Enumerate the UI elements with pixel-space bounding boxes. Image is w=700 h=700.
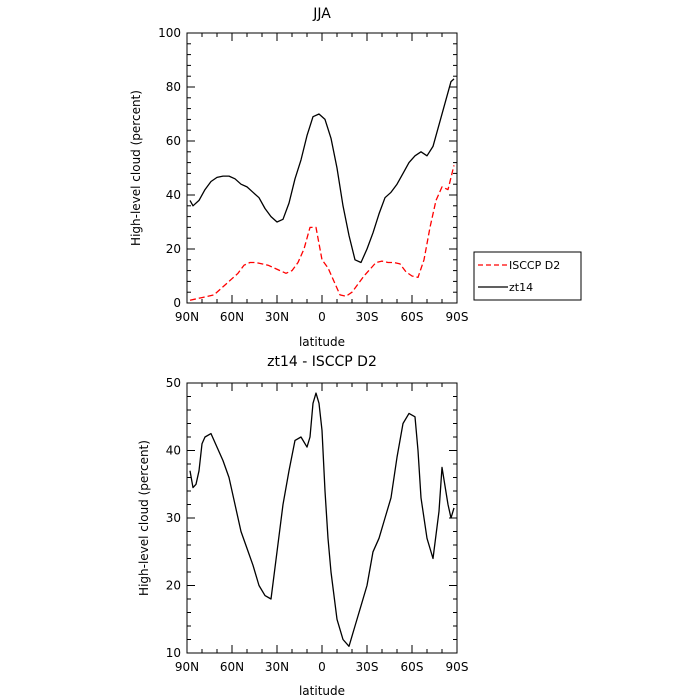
bottom-x-tick-label: 90N [175,660,199,674]
bottom-x-axis-label: latitude [299,684,345,698]
top-series-line-zt14 [189,78,455,264]
bottom-y-tick-label: 20 [166,579,181,593]
bottom-x-tick-label: 60N [220,660,244,674]
top-x-tick-label: 60S [401,310,424,324]
top-y-tick-label: 100 [158,26,181,40]
top-x-tick-label: 30S [356,310,379,324]
legend-box [473,251,582,301]
top-series-line-isccp-d2 [189,165,455,301]
legend-label-zt14: zt14 [509,281,533,294]
top-y-tick-label: 0 [173,296,181,310]
bottom-x-tick-label: 60S [401,660,424,674]
bottom-panel: zt14 - ISCCP D2 90N 60N 30N 0 30S 60S 90S 10 20 3… [137,354,468,698]
legend-label-isccp: ISCCP D2 [509,259,560,272]
bottom-chart-title: zt14 - ISCCP D2 [267,354,377,370]
top-plot-frame [186,32,458,304]
bottom-series-group [189,392,455,647]
bottom-y-tick-label: 30 [166,511,181,525]
bottom-plot-frame [186,382,458,654]
bottom-y-tick-label: 40 [166,444,181,458]
bottom-y-tick-label: 50 [166,376,181,390]
top-axis-ticks: 90N 60N 30N 0 30S 60S 90S 0 20 40 60 80 100 [158,26,468,324]
top-y-tick-label: 40 [166,188,181,202]
top-x-tick-label: 90N [175,310,199,324]
top-x-tick-label: 60N [220,310,244,324]
legend: ISCCP D2 zt14 [473,251,582,301]
bottom-series-line-difference [189,392,455,647]
bottom-x-tick-label: 90S [446,660,469,674]
top-y-tick-label: 80 [166,80,181,94]
bottom-y-axis-label: High-level cloud (percent) [137,440,151,596]
bottom-axis-ticks: 90N 60N 30N 0 30S 60S 90S 10 20 30 40 50 [166,376,469,674]
top-series-group [189,78,455,301]
top-x-tick-label: 90S [446,310,469,324]
top-y-tick-label: 60 [166,134,181,148]
top-y-axis-label: High-level cloud (percent) [129,90,143,246]
top-chart-title: JJA [312,6,331,22]
top-x-tick-label: 0 [318,310,326,324]
top-panel: JJA 90N 60N 30N 0 30S 60S 90S 0 20 40 60 80 100 lati… [129,6,582,349]
bottom-x-tick-label: 0 [318,660,326,674]
bottom-x-tick-label: 30S [356,660,379,674]
top-x-axis-label: latitude [299,335,345,349]
bottom-y-tick-label: 10 [166,646,181,660]
top-x-tick-label: 30N [265,310,289,324]
top-y-tick-label: 20 [166,242,181,256]
bottom-x-tick-label: 30N [265,660,289,674]
